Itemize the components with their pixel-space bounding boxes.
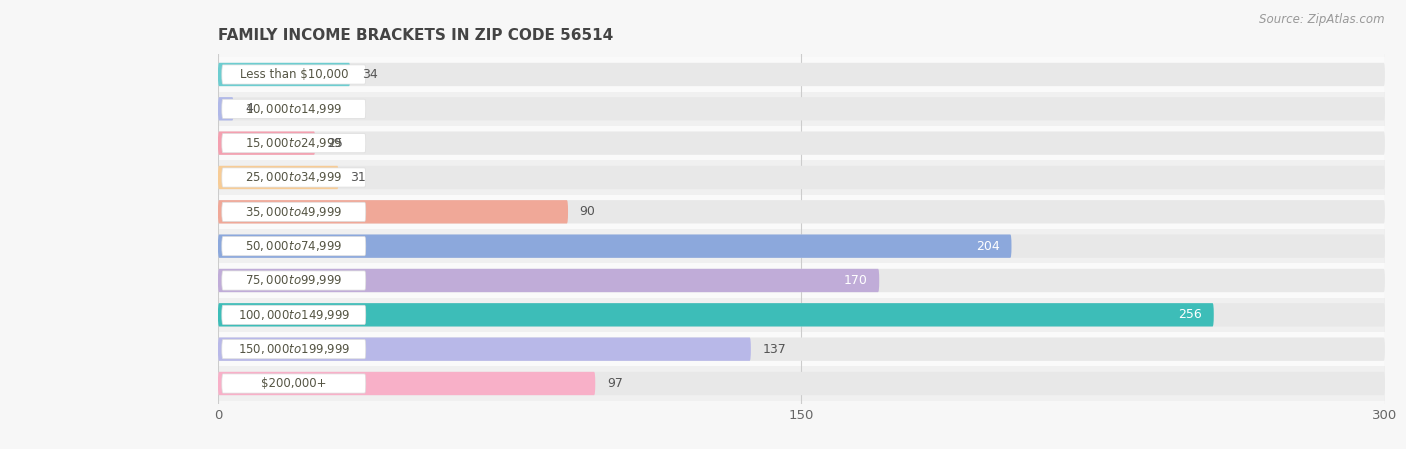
Text: $35,000 to $49,999: $35,000 to $49,999 bbox=[245, 205, 343, 219]
Bar bbox=[218, 332, 1385, 366]
FancyBboxPatch shape bbox=[222, 65, 366, 84]
FancyBboxPatch shape bbox=[222, 168, 366, 187]
FancyBboxPatch shape bbox=[218, 372, 1385, 395]
FancyBboxPatch shape bbox=[222, 134, 366, 153]
FancyBboxPatch shape bbox=[218, 234, 1385, 258]
Bar bbox=[218, 160, 1385, 195]
Bar bbox=[218, 229, 1385, 263]
Text: $100,000 to $149,999: $100,000 to $149,999 bbox=[238, 308, 350, 322]
Text: 34: 34 bbox=[361, 68, 378, 81]
FancyBboxPatch shape bbox=[218, 132, 1385, 155]
Text: $150,000 to $199,999: $150,000 to $199,999 bbox=[238, 342, 350, 356]
Text: 204: 204 bbox=[976, 240, 1000, 253]
Text: 137: 137 bbox=[762, 343, 786, 356]
FancyBboxPatch shape bbox=[218, 166, 1385, 189]
Text: $50,000 to $74,999: $50,000 to $74,999 bbox=[245, 239, 343, 253]
FancyBboxPatch shape bbox=[218, 303, 1385, 326]
FancyBboxPatch shape bbox=[218, 269, 879, 292]
FancyBboxPatch shape bbox=[218, 97, 233, 120]
Text: $10,000 to $14,999: $10,000 to $14,999 bbox=[245, 102, 343, 116]
FancyBboxPatch shape bbox=[218, 63, 350, 86]
Text: $75,000 to $99,999: $75,000 to $99,999 bbox=[245, 273, 343, 287]
Text: 170: 170 bbox=[844, 274, 868, 287]
FancyBboxPatch shape bbox=[222, 237, 366, 256]
Bar bbox=[218, 57, 1385, 92]
FancyBboxPatch shape bbox=[218, 269, 1385, 292]
FancyBboxPatch shape bbox=[222, 271, 366, 290]
Bar bbox=[218, 92, 1385, 126]
Text: $200,000+: $200,000+ bbox=[262, 377, 326, 390]
Bar bbox=[218, 366, 1385, 401]
FancyBboxPatch shape bbox=[218, 200, 1385, 224]
FancyBboxPatch shape bbox=[222, 374, 366, 393]
Text: $25,000 to $34,999: $25,000 to $34,999 bbox=[245, 171, 343, 185]
FancyBboxPatch shape bbox=[218, 63, 1385, 86]
Text: 256: 256 bbox=[1178, 308, 1202, 321]
FancyBboxPatch shape bbox=[218, 338, 751, 361]
Text: 25: 25 bbox=[326, 136, 343, 150]
FancyBboxPatch shape bbox=[218, 200, 568, 224]
Text: $15,000 to $24,999: $15,000 to $24,999 bbox=[245, 136, 343, 150]
FancyBboxPatch shape bbox=[222, 339, 366, 359]
FancyBboxPatch shape bbox=[218, 303, 1213, 326]
Text: 97: 97 bbox=[607, 377, 623, 390]
Text: Source: ZipAtlas.com: Source: ZipAtlas.com bbox=[1260, 13, 1385, 26]
FancyBboxPatch shape bbox=[222, 99, 366, 119]
Text: 90: 90 bbox=[579, 205, 596, 218]
FancyBboxPatch shape bbox=[218, 166, 339, 189]
FancyBboxPatch shape bbox=[218, 338, 1385, 361]
Bar bbox=[218, 195, 1385, 229]
FancyBboxPatch shape bbox=[218, 234, 1011, 258]
Text: 4: 4 bbox=[245, 102, 253, 115]
FancyBboxPatch shape bbox=[222, 202, 366, 221]
Bar bbox=[218, 263, 1385, 298]
Text: FAMILY INCOME BRACKETS IN ZIP CODE 56514: FAMILY INCOME BRACKETS IN ZIP CODE 56514 bbox=[218, 28, 613, 43]
FancyBboxPatch shape bbox=[218, 132, 315, 155]
Bar bbox=[218, 126, 1385, 160]
Bar bbox=[218, 298, 1385, 332]
Text: Less than $10,000: Less than $10,000 bbox=[239, 68, 349, 81]
FancyBboxPatch shape bbox=[222, 305, 366, 324]
Text: 31: 31 bbox=[350, 171, 366, 184]
FancyBboxPatch shape bbox=[218, 97, 1385, 120]
FancyBboxPatch shape bbox=[218, 372, 595, 395]
